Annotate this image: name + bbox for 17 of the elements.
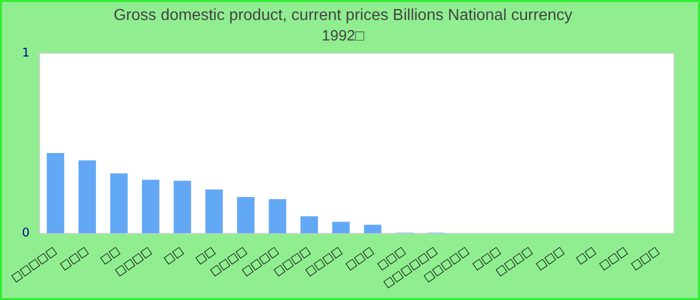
bar <box>237 197 255 234</box>
y-tick-label: 1 <box>22 45 30 60</box>
bar <box>300 216 318 234</box>
bar <box>110 173 128 234</box>
bar <box>78 160 96 234</box>
x-tick-label: □□ <box>161 244 186 267</box>
y-tick-label: 0 <box>22 226 30 240</box>
bar <box>142 180 160 234</box>
x-tick-label: □□ <box>574 244 598 267</box>
bar <box>364 224 382 234</box>
bar <box>46 153 64 234</box>
chart-subtitle: 1992□ <box>322 27 366 44</box>
bar <box>268 199 286 234</box>
chart-title: Gross domestic product, current prices Billions National currency <box>114 7 572 24</box>
bar <box>174 180 192 234</box>
bar <box>205 189 223 234</box>
bar <box>332 222 350 234</box>
